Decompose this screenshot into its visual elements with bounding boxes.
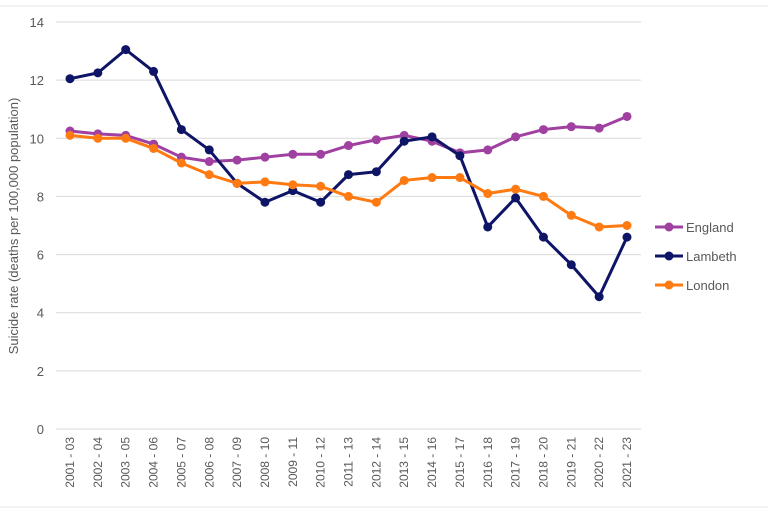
data-point [260, 197, 270, 207]
x-tick-label: 2008 - 10 [258, 437, 272, 488]
data-point [316, 181, 326, 191]
x-tick-label: 2011 - 13 [342, 437, 356, 487]
x-tick-label: 2012 - 14 [369, 437, 383, 488]
x-tick-label: 2010 - 12 [314, 437, 328, 488]
data-point [594, 222, 604, 232]
data-point [622, 221, 632, 230]
legend-marker [664, 222, 674, 232]
y-tick-label: 14 [30, 15, 44, 30]
legend-label: London [686, 278, 729, 293]
x-tick-label: 2003 - 05 [119, 437, 133, 488]
data-point [232, 178, 242, 188]
data-point [316, 149, 326, 159]
data-point [176, 125, 186, 135]
series-england [65, 111, 632, 167]
data-point [622, 232, 632, 242]
data-point [371, 167, 381, 177]
data-point [204, 145, 214, 155]
x-tick-label: 2004 - 06 [147, 437, 161, 488]
data-point [204, 157, 214, 167]
data-point [344, 191, 353, 201]
data-point [455, 173, 465, 183]
x-tick-label: 2015 - 17 [453, 437, 467, 488]
data-point [121, 133, 131, 143]
x-tick-label: 2006 - 08 [202, 437, 216, 488]
y-tick-label: 8 [37, 189, 44, 204]
data-point [566, 260, 576, 270]
data-point [538, 232, 548, 242]
x-tick-label: 2018 - 20 [536, 437, 550, 488]
y-tick-label: 6 [37, 248, 44, 263]
data-point [260, 152, 270, 162]
data-point [121, 45, 131, 55]
data-point [316, 197, 326, 207]
data-point [232, 155, 242, 165]
x-tick-label: 2009 - 11 [286, 437, 300, 487]
data-point [511, 193, 521, 203]
data-point [427, 173, 437, 183]
x-tick-label: 2019 - 21 [564, 437, 578, 488]
y-tick-label: 2 [37, 364, 44, 379]
y-axis-label: Suicide rate (deaths per 100,000 populat… [6, 98, 21, 355]
data-point [344, 141, 353, 151]
data-point [427, 132, 437, 142]
data-point [65, 130, 75, 140]
x-tick-label: 2013 - 15 [397, 437, 411, 488]
data-point [176, 158, 186, 168]
x-tick-label: 2014 - 16 [425, 437, 439, 488]
data-point [371, 135, 381, 145]
data-point [204, 170, 214, 180]
data-point [511, 184, 521, 194]
legend-label: England [686, 220, 734, 235]
x-tick-label: 2007 - 09 [230, 437, 244, 488]
x-tick-label: 2021 - 23 [620, 437, 634, 488]
data-point [594, 123, 604, 133]
x-tick-label: 2020 - 22 [592, 437, 606, 488]
legend-marker [664, 251, 674, 261]
data-point [288, 149, 298, 159]
data-point [483, 189, 493, 199]
series-lambeth [65, 45, 632, 302]
legend-item-england: England [655, 220, 734, 235]
series-line [69, 115, 628, 164]
data-point [149, 143, 159, 153]
x-tick-label: 2002 - 04 [91, 437, 105, 488]
legend-label: Lambeth [686, 249, 737, 264]
y-tick-label: 10 [30, 131, 44, 146]
series-london [65, 130, 632, 232]
data-point [344, 170, 353, 180]
y-tick-label: 0 [37, 422, 44, 437]
data-point [566, 210, 576, 220]
x-tick-label: 2017 - 19 [509, 437, 523, 488]
data-point [93, 68, 103, 78]
data-point [538, 125, 548, 135]
data-point [622, 111, 632, 121]
data-point [371, 197, 381, 207]
data-point [594, 292, 604, 302]
data-point [483, 145, 493, 155]
data-point [288, 180, 298, 190]
x-tick-label: 2016 - 18 [481, 437, 495, 488]
y-tick-label: 12 [30, 73, 44, 88]
data-point [260, 177, 270, 187]
data-point [538, 191, 548, 201]
data-point [93, 133, 103, 143]
x-tick-label: 2001 - 03 [63, 437, 77, 488]
data-point [399, 136, 409, 146]
data-point [149, 66, 159, 76]
data-point [511, 132, 521, 142]
data-point [65, 74, 75, 84]
data-point [566, 122, 576, 132]
legend-marker [664, 280, 674, 290]
data-point [455, 151, 465, 161]
legend-item-lambeth: Lambeth [655, 249, 737, 264]
y-tick-label: 4 [37, 306, 44, 321]
data-point [483, 222, 493, 232]
legend-item-london: London [655, 278, 729, 293]
x-tick-label: 2005 - 07 [174, 437, 188, 488]
data-point [399, 175, 409, 185]
